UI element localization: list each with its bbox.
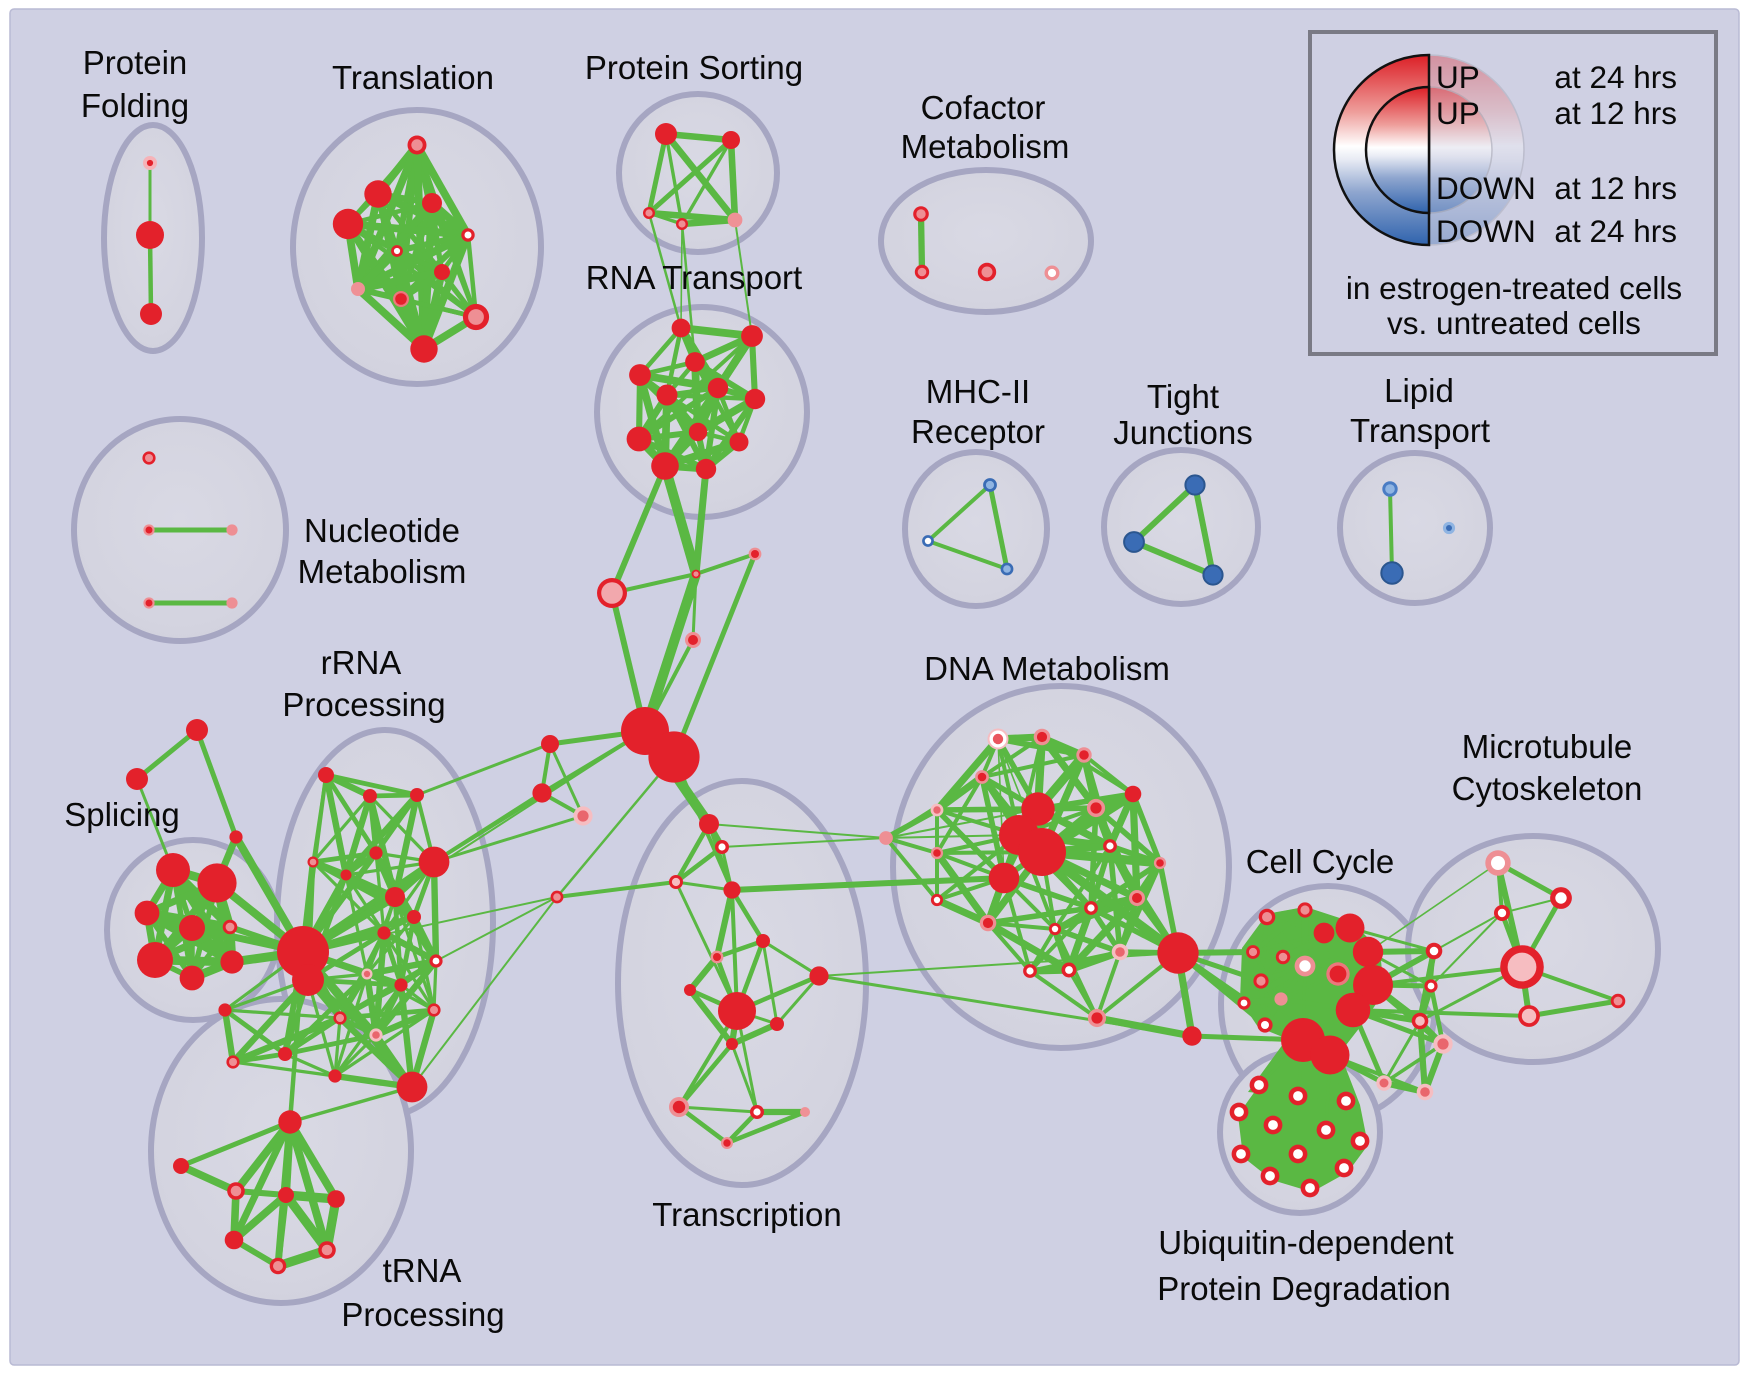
svg-text:Cytoskeleton: Cytoskeleton xyxy=(1452,770,1643,807)
svg-text:Metabolism: Metabolism xyxy=(298,553,467,590)
svg-text:DNA Metabolism: DNA Metabolism xyxy=(924,650,1170,687)
svg-text:at 12 hrs: at 12 hrs xyxy=(1554,170,1677,206)
svg-text:Processing: Processing xyxy=(341,1296,504,1333)
svg-text:Cofactor: Cofactor xyxy=(921,89,1046,126)
svg-text:Tight: Tight xyxy=(1147,378,1219,415)
svg-text:RNA Transport: RNA Transport xyxy=(586,259,802,296)
svg-text:Protein: Protein xyxy=(83,44,188,81)
svg-text:at 24 hrs: at 24 hrs xyxy=(1554,59,1677,95)
svg-text:UP: UP xyxy=(1436,95,1480,131)
svg-text:DOWN: DOWN xyxy=(1436,213,1536,249)
svg-text:Lipid: Lipid xyxy=(1384,372,1454,409)
svg-text:Microtubule: Microtubule xyxy=(1462,728,1633,765)
svg-text:in estrogen-treated cells: in estrogen-treated cells xyxy=(1346,270,1682,306)
svg-text:Transport: Transport xyxy=(1350,412,1490,449)
svg-text:Receptor: Receptor xyxy=(911,413,1045,450)
svg-text:at 12 hrs: at 12 hrs xyxy=(1554,95,1677,131)
svg-text:Cell Cycle: Cell Cycle xyxy=(1246,843,1395,880)
svg-text:tRNA: tRNA xyxy=(383,1252,462,1289)
svg-text:Folding: Folding xyxy=(81,87,189,124)
svg-text:MHC-II: MHC-II xyxy=(926,373,1030,410)
svg-text:DOWN: DOWN xyxy=(1436,170,1536,206)
svg-text:Metabolism: Metabolism xyxy=(901,128,1070,165)
svg-text:Splicing: Splicing xyxy=(64,796,180,833)
svg-text:at 24 hrs: at 24 hrs xyxy=(1554,213,1677,249)
svg-text:Junctions: Junctions xyxy=(1113,414,1252,451)
svg-text:Protein Sorting: Protein Sorting xyxy=(585,49,803,86)
svg-text:Ubiquitin-dependent: Ubiquitin-dependent xyxy=(1158,1224,1453,1261)
svg-text:Translation: Translation xyxy=(332,59,494,96)
svg-text:vs. untreated cells: vs. untreated cells xyxy=(1387,305,1641,341)
svg-text:UP: UP xyxy=(1436,59,1480,95)
svg-text:Protein Degradation: Protein Degradation xyxy=(1157,1270,1451,1307)
svg-text:Nucleotide: Nucleotide xyxy=(304,512,460,549)
svg-text:Transcription: Transcription xyxy=(652,1196,842,1233)
svg-text:Processing: Processing xyxy=(282,686,445,723)
svg-text:rRNA: rRNA xyxy=(321,644,402,681)
